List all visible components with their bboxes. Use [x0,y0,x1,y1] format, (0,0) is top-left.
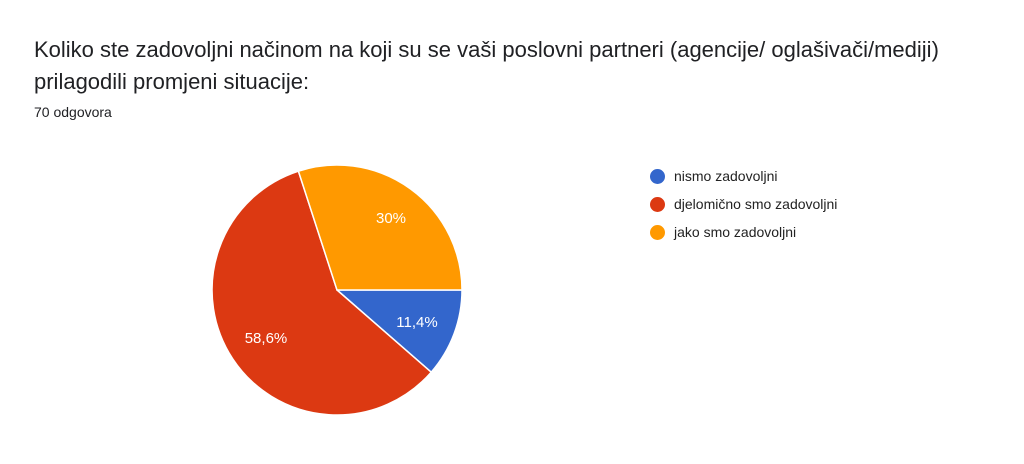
slice-nismo-zadovoljni[interactable] [334,289,463,374]
legend-dot-blue-icon [650,168,665,184]
slice-djelomicno-zadovoljni[interactable] [211,170,433,416]
slice-label-nismo: 11,4% [396,314,437,331]
slice-label-jako: 30% [376,210,406,227]
slice-jako-zadovoljni[interactable] [297,164,463,291]
question-title: Koliko ste zadovoljni načinom na koji su… [34,37,939,94]
legend-item-jako[interactable]: jako smo zadovoljni [650,218,837,246]
legend-dot-orange-icon [650,224,665,240]
slice-label-djelomicno: 58,6% [245,330,288,347]
chart-legend: nismo zadovoljni djelomično smo zadovolj… [650,162,837,246]
legend-dot-red-icon [650,196,665,212]
legend-item-djelomicno[interactable]: djelomično smo zadovoljni [650,190,837,218]
legend-label: nismo zadovoljni [674,168,778,184]
legend-label: jako smo zadovoljni [674,224,797,240]
response-count: 70 odgovora [34,104,112,120]
legend-label: djelomično smo zadovoljni [674,196,838,212]
legend-item-nismo[interactable]: nismo zadovoljni [650,162,837,190]
